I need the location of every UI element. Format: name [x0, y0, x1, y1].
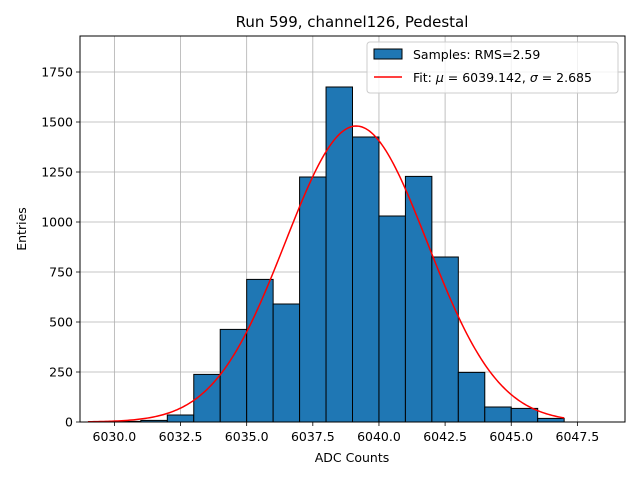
histogram-bar [484, 406, 512, 423]
x-tick-label: 6047.5 [556, 429, 600, 444]
histogram-bars [113, 86, 565, 423]
chart-title: Run 599, channel126, Pedestal [236, 13, 469, 31]
x-tick-label: 6035.0 [225, 429, 269, 444]
x-tick-label: 6030.0 [93, 429, 137, 444]
legend-box [366, 41, 619, 94]
y-tick-label: 1750 [41, 65, 73, 80]
histogram-bar [246, 278, 274, 423]
gaussian-fit-curve [87, 125, 565, 423]
histogram-bar [537, 417, 565, 423]
y-tick-label: 1250 [41, 165, 73, 180]
x-tick-label: 6040.0 [357, 429, 401, 444]
histogram-bar [404, 175, 433, 423]
histogram-bar [219, 328, 248, 423]
histogram-bar [510, 407, 539, 423]
y-tick-label: 1500 [41, 115, 73, 130]
legend-fit-mu-value: = 6039.142, [444, 70, 530, 85]
histogram-bar [457, 371, 486, 423]
legend-swatch-samples [373, 48, 403, 60]
histogram-bar [325, 86, 354, 423]
y-tick-label: 1000 [41, 215, 73, 230]
legend-fit-mu-symbol: μ [435, 70, 444, 85]
legend: Samples: RMS=2.59 Fit: μ = 6039.142, σ =… [366, 41, 619, 94]
histogram-bar [352, 136, 380, 423]
histogram-bar [299, 176, 327, 423]
histogram-bar [378, 215, 406, 423]
y-tick-label: 0 [65, 415, 73, 430]
legend-fit-sigma-symbol: σ [530, 70, 539, 85]
x-tick-label: 6032.5 [159, 429, 203, 444]
legend-fit-prefix: Fit: [413, 70, 436, 85]
x-axis-ticks: 6030.0 6032.5 6035.0 6037.5 6040.0 6042.5 6045… [93, 422, 600, 444]
histogram-bar [193, 373, 221, 423]
histogram-bar [431, 256, 459, 423]
histogram-bar [166, 414, 195, 423]
y-tick-label: 500 [49, 315, 73, 330]
legend-label-samples: Samples: RMS=2.59 [413, 47, 540, 62]
legend-fit-sigma-value: = 2.685 [538, 70, 592, 85]
legend-label-fit: Fit: μ = 6039.142, σ = 2.685 [413, 70, 592, 85]
y-tick-label: 250 [49, 365, 73, 380]
y-tick-label: 750 [49, 265, 73, 280]
plot-frame [79, 35, 626, 423]
y-axis-label: Entries [14, 207, 29, 251]
y-axis-ticks: 0 250 500 750 1000 1250 1500 1750 [41, 65, 80, 430]
x-axis-label: ADC Counts [315, 450, 390, 465]
fit-curve-layer [87, 125, 565, 423]
x-tick-label: 6037.5 [291, 429, 335, 444]
x-tick-label: 6045.0 [489, 429, 533, 444]
x-tick-label: 6042.5 [423, 429, 467, 444]
histogram-bar [272, 303, 301, 423]
